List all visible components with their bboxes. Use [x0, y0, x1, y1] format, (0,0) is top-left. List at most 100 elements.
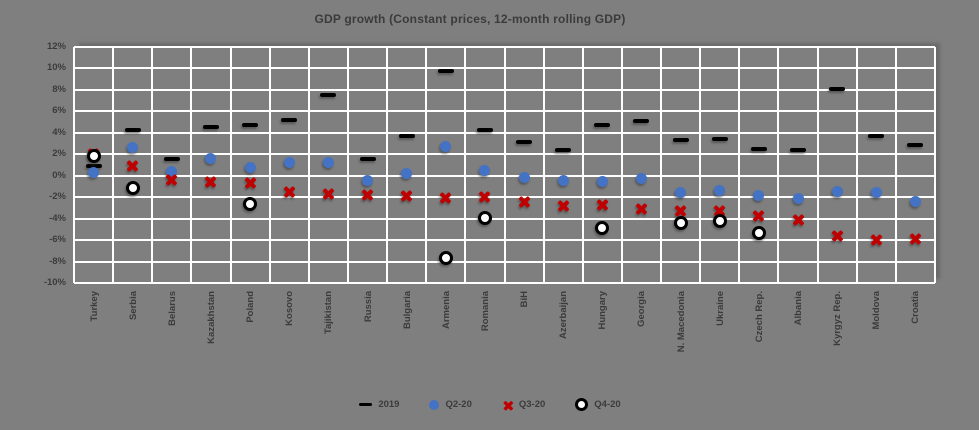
y-tick-label: 12% [46, 41, 66, 52]
y-tick-label: 0% [52, 169, 66, 181]
x-category-label-belarus: Belarus [166, 291, 178, 326]
marker-q3-20-russia [361, 189, 374, 202]
marker-q3-20-croatia [909, 233, 922, 246]
marker-q2-20-hungary [596, 175, 608, 187]
y-tick-label: -2% [49, 191, 66, 203]
marker-q4-20-turkey [86, 149, 101, 164]
x-category-label-armenia: Armenia [440, 291, 452, 330]
x-category-label-albania: Albania [793, 291, 805, 326]
marker-2019-turkey [85, 164, 102, 169]
marker-q2-20-russia [362, 174, 374, 186]
plot-area [73, 46, 936, 284]
legend: 2019 Q2-20 Q3-20 Q4-20 [60, 398, 920, 411]
marker-q3-20-kyrgyz-rep [831, 229, 844, 242]
x-category-label-croatia: Croatia [910, 291, 922, 324]
gridline-v [386, 47, 389, 283]
gridline-v [660, 47, 663, 283]
x-category-label-n-macedonia: N. Macedonia [675, 291, 687, 353]
marker-2019-poland [242, 123, 259, 128]
marker-q3-20-belarus [165, 174, 178, 187]
legend-dash-icon [359, 402, 373, 407]
marker-q2-20-turkey [88, 167, 100, 178]
x-category-label-kosovo: Kosovo [284, 291, 296, 326]
legend-x-icon [503, 400, 512, 409]
gridline-v [542, 47, 545, 283]
marker-q3-20-hungary [596, 198, 609, 211]
marker-q3-20-armenia [439, 192, 452, 205]
marker-2019-georgia [633, 119, 650, 124]
gridline-h--10% [74, 282, 935, 284]
x-category-label-kyrgyz-rep: Kyrgyz Rep. [832, 291, 844, 346]
x-category-label-hungary: Hungary [597, 291, 609, 330]
legend-label: Q4-20 [594, 399, 621, 410]
marker-2019-n-macedonia [672, 138, 689, 143]
x-category-label-azerbaijan: Azerbaijan [558, 291, 570, 340]
marker-q3-20-kosovo [283, 185, 296, 198]
marker-2019-bulgaria [398, 134, 415, 139]
marker-2019-kazakhstan [202, 125, 219, 130]
marker-q2-20-bulgaria [401, 168, 413, 180]
legend-label: 2019 [378, 399, 400, 410]
x-category-label-kazakhstan: Kazakhstan [205, 291, 217, 344]
gridline-v [699, 47, 702, 283]
marker-q2-20-armenia [440, 141, 452, 153]
y-tick-label: -4% [49, 212, 66, 224]
marker-q2-20-czech-rep [753, 189, 765, 201]
marker-q4-20-ukraine [712, 213, 727, 228]
legend-item-2019: 2019 [359, 399, 399, 410]
gridline-v [73, 47, 75, 283]
gridline-v [307, 47, 310, 283]
gridline-v [268, 47, 271, 283]
marker-q2-20-poland [244, 161, 256, 173]
marker-2019-albania [790, 147, 807, 152]
marker-2019-armenia [437, 68, 454, 73]
gridline-v [503, 47, 506, 283]
marker-q2-20-n-macedonia [675, 187, 687, 199]
y-tick-label: 6% [52, 105, 66, 117]
gridline-v [581, 47, 584, 283]
marker-q4-20-hungary [595, 221, 610, 236]
marker-2019-azerbaijan [555, 147, 572, 152]
gridline-v [346, 47, 349, 283]
y-tick-label: 8% [52, 83, 66, 95]
x-category-label-poland: Poland [245, 291, 257, 323]
gridline-v [894, 47, 897, 283]
marker-q4-20-armenia [438, 251, 453, 266]
marker-2019-czech-rep [750, 146, 767, 151]
marker-q3-20-azerbaijan [557, 199, 570, 212]
y-tick-label: 2% [52, 148, 66, 160]
x-category-label-moldova: Moldova [871, 291, 883, 330]
marker-q3-20-romania [478, 191, 491, 204]
marker-2019-tajikistan [320, 93, 337, 98]
legend-item-q4-20: Q4-20 [575, 398, 621, 411]
marker-q2-20-ukraine [714, 185, 726, 197]
marker-q4-20-n-macedonia [673, 215, 688, 230]
marker-2019-russia [359, 156, 376, 161]
x-category-label-bulgaria: Bulgaria [401, 291, 413, 330]
marker-2019-hungary [594, 123, 611, 128]
marker-2019-kyrgyz-rep [829, 86, 846, 91]
gridline-v [464, 47, 467, 283]
marker-q2-20-bih [518, 172, 530, 184]
marker-2019-serbia [124, 127, 141, 132]
legend-item-q3-20: Q3-20 [502, 399, 545, 410]
y-tick-label: -8% [49, 255, 66, 267]
x-category-label-russia: Russia [362, 291, 374, 323]
marker-q2-20-moldova [870, 187, 882, 199]
marker-q4-20-poland [243, 196, 258, 211]
marker-q2-20-croatia [909, 195, 921, 207]
legend-item-q2-20: Q2-20 [429, 399, 472, 410]
gridline-v [425, 47, 428, 283]
marker-q3-20-tajikistan [322, 187, 335, 200]
marker-2019-belarus [163, 156, 180, 161]
x-category-label-turkey: Turkey [88, 291, 100, 322]
marker-q2-20-georgia [635, 173, 647, 185]
legend-label: Q3-20 [518, 399, 546, 410]
x-category-label-ukraine: Ukraine [714, 291, 726, 326]
chart-title: GDP growth (Constant prices, 12-month ro… [314, 12, 626, 26]
gridline-v [855, 47, 858, 283]
marker-q2-20-romania [479, 164, 491, 176]
marker-q3-20-bulgaria [400, 190, 413, 203]
marker-2019-kosovo [281, 117, 298, 122]
